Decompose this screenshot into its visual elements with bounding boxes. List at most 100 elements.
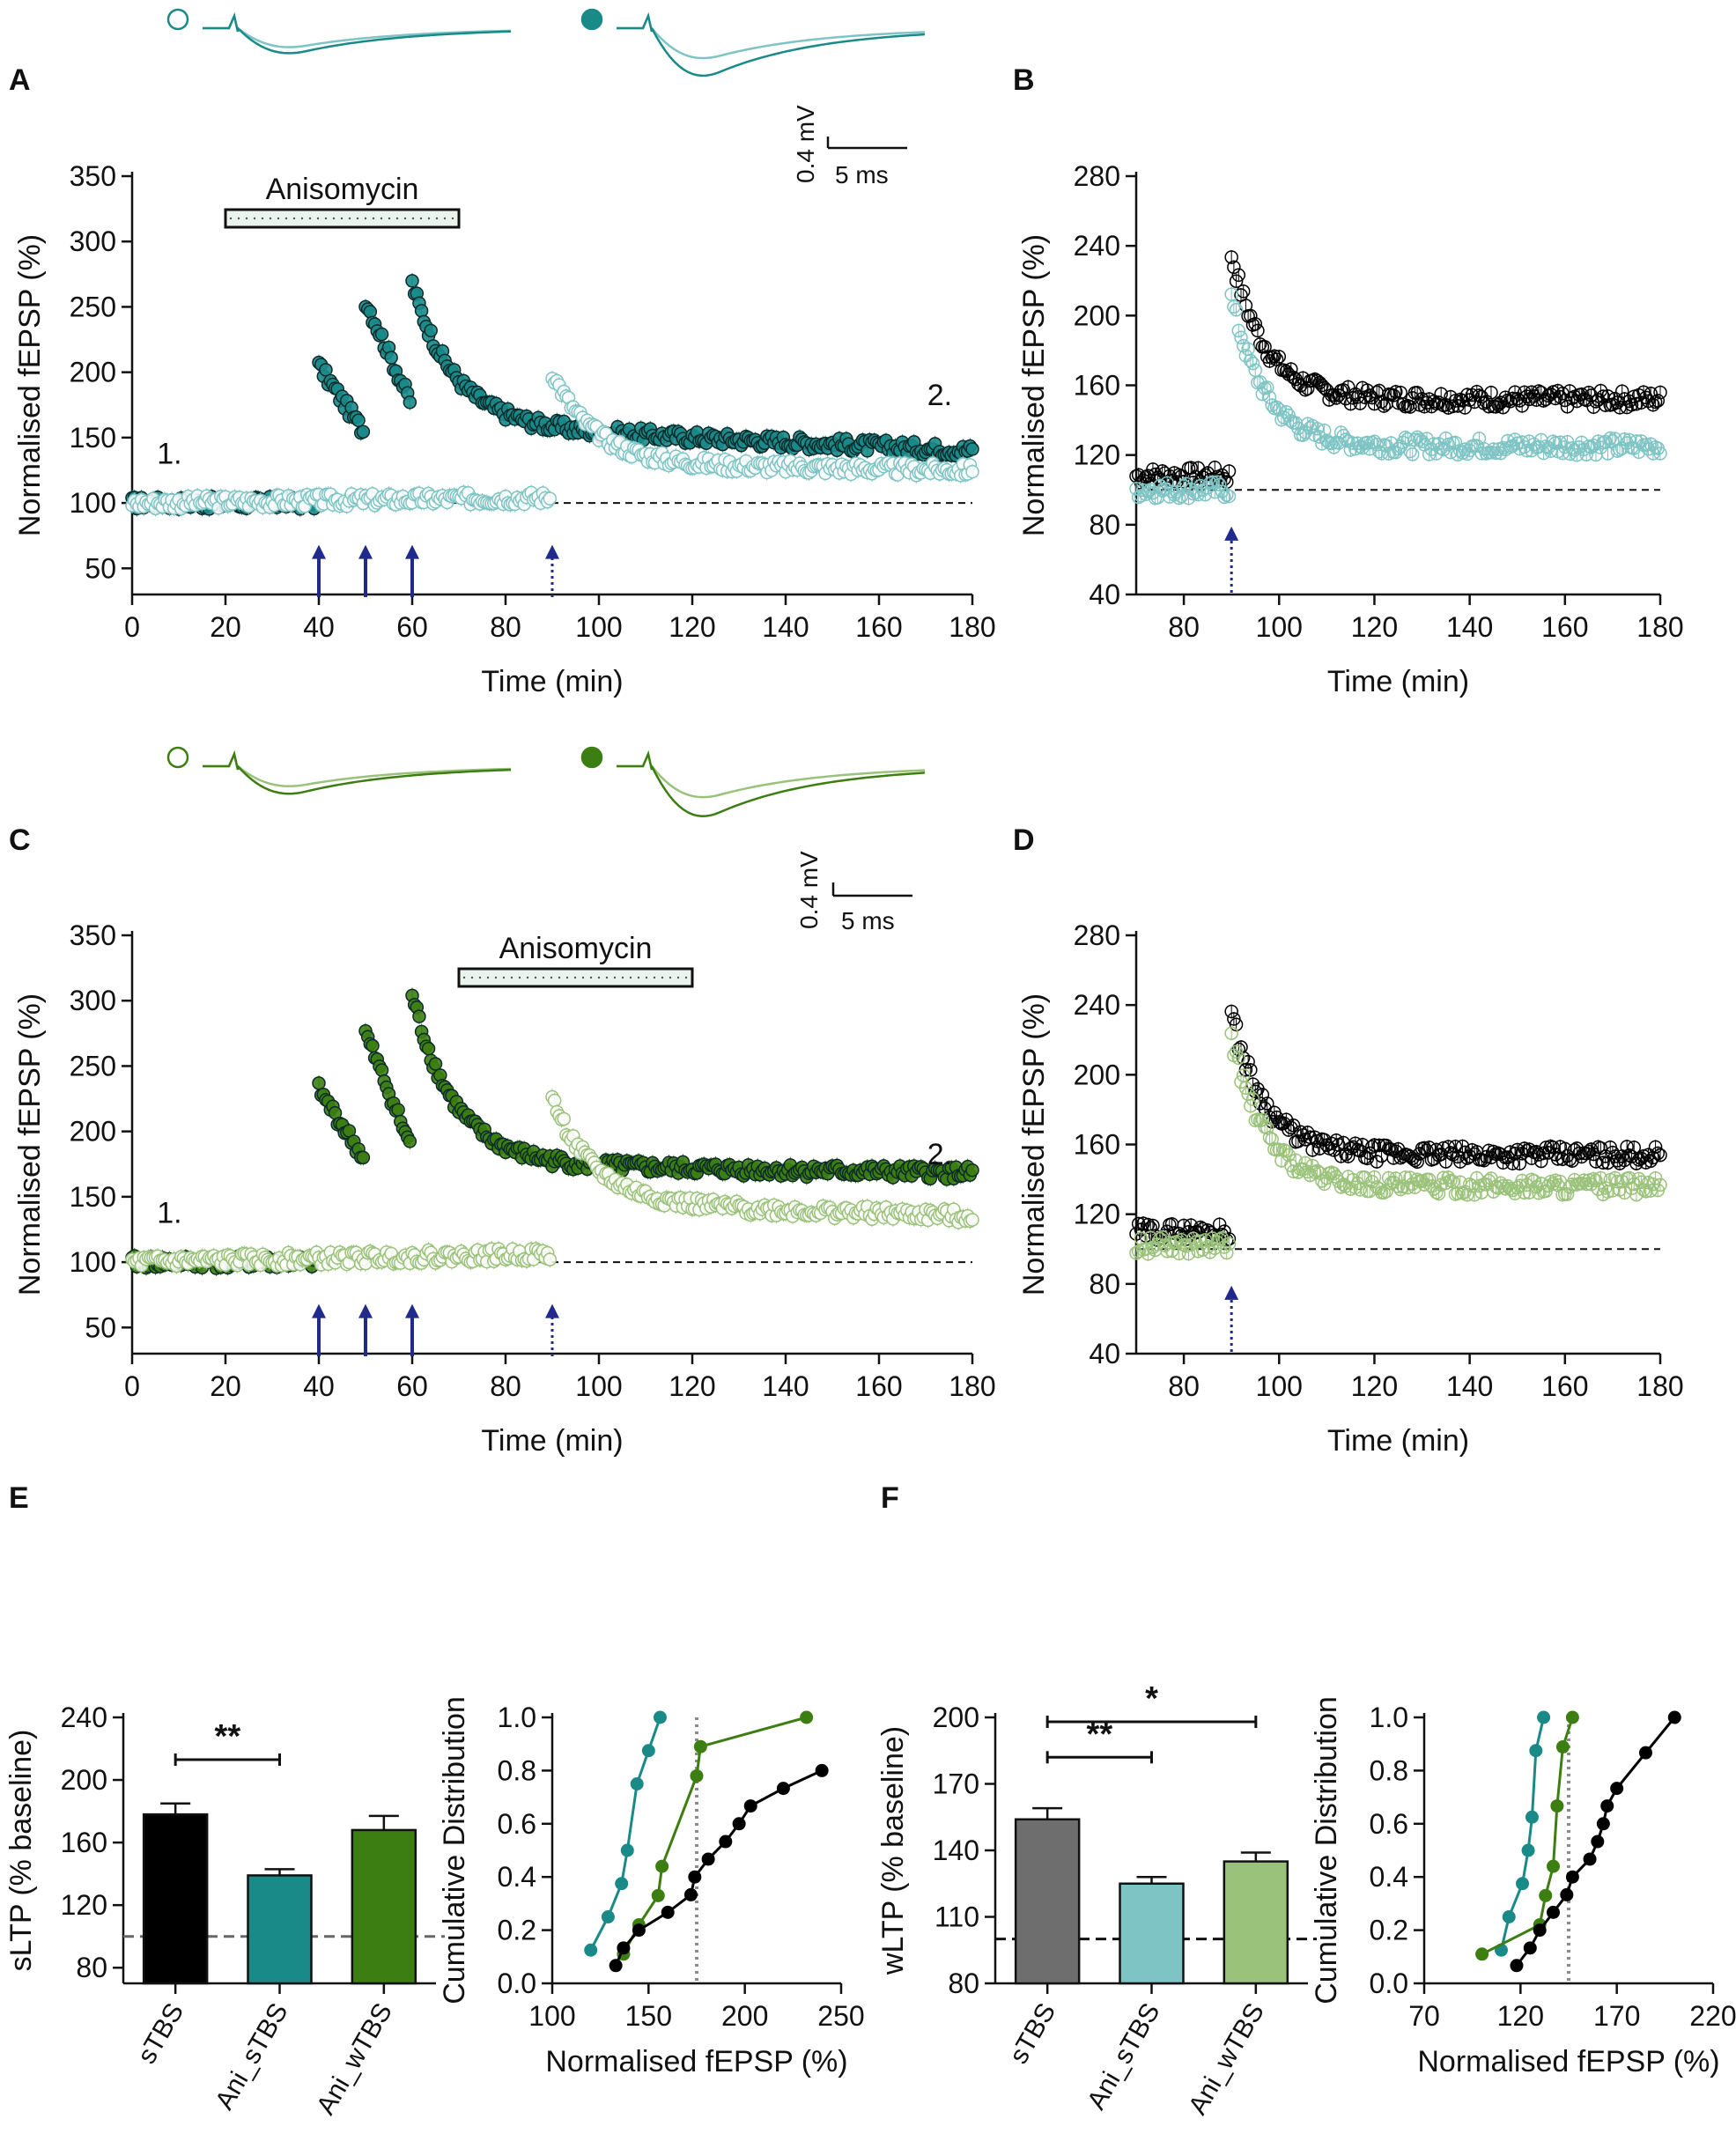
data-point xyxy=(965,1163,979,1178)
y-tick-label: 50 xyxy=(85,552,116,584)
data-point xyxy=(1244,308,1258,323)
data-point xyxy=(1224,250,1238,264)
data-point xyxy=(1470,384,1484,399)
x-axis-title: Normalised fEPSP (%) xyxy=(545,2045,847,2078)
y-tick-label: 350 xyxy=(70,160,116,192)
y-tick-label: 120 xyxy=(61,1889,107,1921)
cdf-point xyxy=(701,1852,715,1866)
data-point xyxy=(1653,385,1667,400)
trace-inset-c-open xyxy=(166,746,512,795)
strong-tbs-arrow-head xyxy=(405,544,419,559)
data-point xyxy=(1248,317,1262,331)
anisomycin-bar-dot xyxy=(669,976,672,979)
panel-letter-a: A xyxy=(9,63,31,97)
category-label: sTBS xyxy=(132,1998,189,2069)
strong-tbs-arrow-head xyxy=(312,1303,326,1318)
data-point xyxy=(1188,469,1203,484)
chart-panel-a: 50 100 150 200 250 300 350 0 20 40 60 80 100 120 140 16… xyxy=(13,160,996,698)
anisomycin-bar-dot xyxy=(676,976,680,979)
data-point xyxy=(1377,399,1392,413)
cdf-point xyxy=(630,1777,644,1790)
anisomycin-bar-dot xyxy=(324,217,328,220)
anisomycin-bar-dot xyxy=(348,217,351,220)
anisomycin-bar-dot xyxy=(229,217,233,220)
anisomycin-bar-dot xyxy=(388,217,391,220)
y-axis-title: Normalised fEPSP (%) xyxy=(1017,993,1051,1296)
anisomycin-bar-dot xyxy=(419,217,423,220)
x-axis-title: Time (min) xyxy=(481,665,623,698)
chart-panel-e-bar: 80 120 160 200 240 sLTP (% baseline) sTBS Ani_s… xyxy=(4,1702,445,2120)
annotation-2: 2. xyxy=(927,1138,952,1171)
trace-inset-a-open xyxy=(166,8,512,55)
x-axis-title: Time (min) xyxy=(481,1424,623,1458)
trace-baseline xyxy=(617,749,926,799)
y-axis-title: Normalised fEPSP (%) xyxy=(13,993,47,1296)
y-tick-label: 250 xyxy=(70,1050,116,1082)
data-point xyxy=(965,442,979,456)
y-tick-label: 0.4 xyxy=(498,1861,536,1893)
data-point xyxy=(1484,385,1498,400)
anisomycin-bar-dot xyxy=(510,976,513,979)
cdf-point xyxy=(743,1799,757,1813)
y-tick-label: 50 xyxy=(85,1311,116,1343)
cdf-point xyxy=(800,1710,814,1724)
bar xyxy=(351,1828,417,1985)
scale-bar-time-label: 5 ms xyxy=(835,161,889,188)
bar xyxy=(247,1874,313,1985)
trace-potentiated xyxy=(617,749,926,817)
cdf-point xyxy=(690,1768,704,1783)
data-point xyxy=(1481,399,1496,414)
anisomycin-bar-dot xyxy=(542,976,545,979)
annotation-1: 1. xyxy=(157,1197,181,1230)
data-point xyxy=(1519,389,1534,403)
data-point xyxy=(1222,464,1237,478)
data-point xyxy=(965,1213,979,1227)
trace-potentiated xyxy=(203,749,512,795)
weak-tbs-arrow-head xyxy=(545,544,559,559)
y-axis-title: Cumulative Distribution xyxy=(438,1696,471,2004)
y-tick-label: 240 xyxy=(1074,989,1120,1021)
y-tick-label: 40 xyxy=(1089,1338,1120,1370)
x-tick-label: 120 xyxy=(1351,1370,1398,1402)
y-tick-label: 80 xyxy=(1089,1268,1120,1300)
anisomycin-bar-dot xyxy=(597,976,601,979)
data-point xyxy=(1227,260,1241,275)
anisomycin-bar-dot xyxy=(364,217,367,220)
y-tick-label: 250 xyxy=(70,291,116,322)
anisomycin-bar-dot xyxy=(372,217,375,220)
x-tick-label: 140 xyxy=(762,1370,809,1402)
x-axis-title: Time (min) xyxy=(1327,1424,1469,1458)
anisomycin-bar-dot xyxy=(645,976,648,979)
y-tick-label: 240 xyxy=(61,1702,107,1733)
x-tick-label: 120 xyxy=(669,1370,715,1402)
data-point xyxy=(1646,397,1660,412)
chart-panel-c: 50 100 150 200 250 300 350 0 20 40 60 80 100 120 140 16… xyxy=(13,919,996,1458)
data-point xyxy=(1229,274,1244,289)
y-tick-label: 160 xyxy=(61,1827,107,1858)
x-tick-label: 60 xyxy=(396,1370,428,1402)
data-point xyxy=(1272,350,1287,364)
anisomycin-bar-dot xyxy=(470,976,474,979)
data-point xyxy=(1312,375,1326,390)
anisomycin-bar-dot xyxy=(486,976,490,979)
panel-letter-b: B xyxy=(1013,63,1035,97)
x-tick-label: 100 xyxy=(1256,1370,1303,1402)
anisomycin-bar-dot xyxy=(340,217,344,220)
anisomycin-bar-dot xyxy=(558,976,561,979)
data-point xyxy=(543,1252,558,1266)
anisomycin-bar-dot xyxy=(637,976,640,979)
x-tick-label: 80 xyxy=(490,611,521,643)
strong-tbs-arrow-head xyxy=(312,544,326,559)
y-tick-label: 120 xyxy=(1074,439,1120,471)
anisomycin-bar-dot xyxy=(502,976,506,979)
x-tick-label: 150 xyxy=(625,2000,672,2032)
anisomycin-bar-dot xyxy=(534,976,537,979)
data-point xyxy=(1391,395,1406,410)
anisomycin-bar-dot xyxy=(684,976,688,979)
strong-tbs-arrow-head xyxy=(358,544,373,559)
data-point xyxy=(405,274,419,288)
condition-marker-circle xyxy=(166,746,189,769)
y-tick-label: 350 xyxy=(70,919,116,951)
x-tick-label: 20 xyxy=(210,611,241,643)
trace-inset-c-filled xyxy=(580,746,926,817)
